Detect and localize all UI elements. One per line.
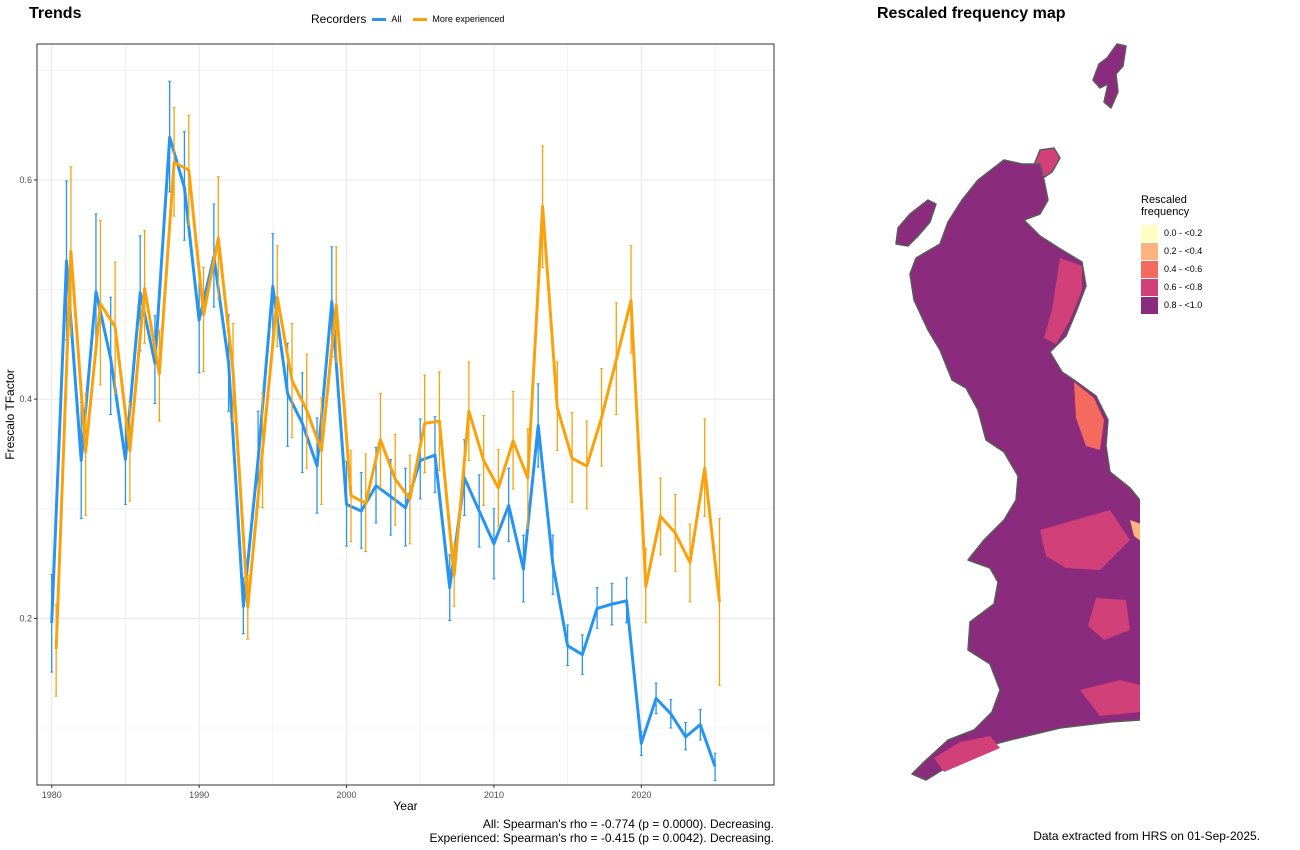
map-mainland	[909, 159, 1140, 781]
y-tick-label: 0.4	[19, 394, 32, 404]
plot-border	[36, 43, 775, 786]
map-outer-hebrides	[895, 199, 937, 247]
legend-item-all: All	[372, 14, 401, 24]
map-legend-swatch	[1141, 278, 1158, 296]
rescaled-frequency-map	[895, 43, 1140, 781]
map-zone-midlands	[1040, 510, 1130, 570]
legend-item-experienced: More experienced	[413, 14, 504, 24]
stats-all: All: Spearman's rho = -0.774 (p = 0.0000…	[482, 817, 774, 831]
x-tick-label: 2010	[484, 790, 504, 800]
x-axis-label: Year	[393, 799, 417, 813]
map-zone-south	[1080, 680, 1140, 716]
y-axis-label: Frescalo TFactor	[3, 369, 17, 459]
map-legend-row: 0.4 - <0.6	[1141, 260, 1211, 278]
legend-label-experienced: More experienced	[432, 14, 505, 24]
map-zone-yorkshire-coast	[1130, 520, 1140, 541]
series-line-experienced	[54, 160, 721, 650]
series-line-all	[50, 135, 717, 767]
x-tick-label: 2000	[337, 790, 357, 800]
trends-title: Trends	[29, 5, 82, 22]
map-title: Rescaled frequency map	[877, 5, 1066, 22]
map-legend-row: 0.2 - <0.4	[1141, 242, 1211, 260]
x-tick-label: 1980	[42, 790, 62, 800]
map-legend-label: 0.8 - <1.0	[1164, 300, 1203, 310]
map-legend-row: 0.8 - <1.0	[1141, 296, 1211, 314]
map-zone-southwest	[934, 736, 1000, 772]
map-legend-row: 0.6 - <0.8	[1141, 278, 1211, 296]
legend-swatch-experienced	[413, 17, 428, 21]
stats-experienced: Experienced: Spearman's rho = -0.415 (p …	[429, 831, 775, 845]
legend-swatch-all	[372, 17, 387, 21]
map-zone-east-scotland	[1044, 258, 1082, 344]
x-tick-label: 2020	[631, 790, 651, 800]
map-zone-northeast-england	[1074, 382, 1104, 450]
y-tick-label: 0.6	[19, 175, 32, 185]
map-legend-swatch	[1141, 242, 1158, 260]
map-legend-label: 0.6 - <0.8	[1164, 282, 1203, 292]
map-legend: Rescaled frequency 0.0 - <0.2 0.2 - <0.4…	[1141, 194, 1211, 314]
map-legend-swatch	[1141, 224, 1158, 242]
map-legend-swatch	[1141, 296, 1158, 314]
map-legend-swatch	[1141, 260, 1158, 278]
y-tick-label: 0.2	[19, 613, 32, 623]
map-legend-row: 0.0 - <0.2	[1141, 224, 1211, 242]
data-footer: Data extracted from HRS on 01-Sep-2025.	[1033, 829, 1260, 843]
map-shetland	[1092, 43, 1127, 109]
chart-legend: Recorders All More experienced	[311, 12, 504, 26]
map-legend-label: 0.2 - <0.4	[1164, 246, 1203, 256]
map-legend-title: Rescaled frequency	[1141, 194, 1190, 218]
legend-title: Recorders	[311, 12, 367, 26]
x-tick-label: 1990	[189, 790, 209, 800]
map-zone-lincolnshire	[1088, 598, 1130, 640]
trend-chart: 0.2 0.4 0.6 1980 1990 2000 2010 2020 Year Frescal…	[3, 43, 775, 813]
legend-label-all: All	[391, 14, 402, 24]
map-legend-label: 0.0 - <0.2	[1164, 228, 1203, 238]
map-legend-label: 0.4 - <0.6	[1164, 264, 1203, 274]
